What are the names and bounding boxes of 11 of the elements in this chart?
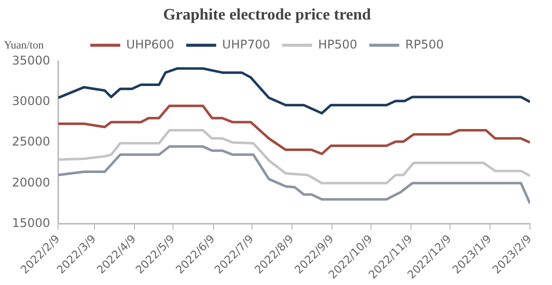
chart-title: Graphite electrode price trend [163,6,371,24]
y-tick-label: 20000 [12,175,50,190]
y-tick-label: 35000 [12,53,50,68]
y-tick-label: 30000 [12,94,50,108]
y-tick-label: 15000 [12,216,50,230]
legend-label: UHP600 [126,37,174,52]
legend-label: RP500 [405,37,444,52]
y-tick-label: 25000 [12,134,50,149]
y-axis-title: Yuan/ton [4,40,44,52]
legend-label: UHP700 [222,37,270,52]
legend-label: HP500 [318,37,358,52]
